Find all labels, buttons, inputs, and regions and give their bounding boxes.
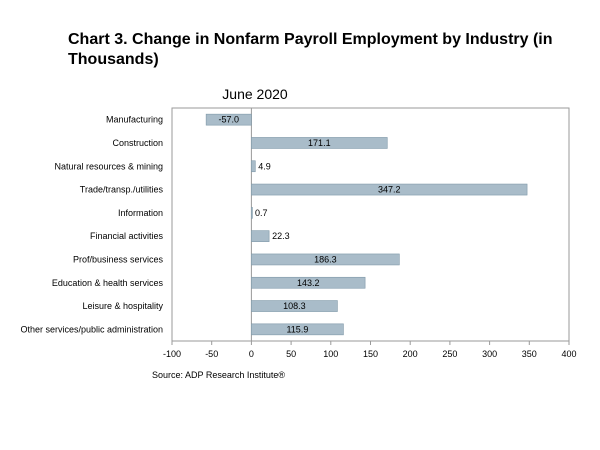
x-tick-label: 150 bbox=[363, 349, 378, 359]
x-axis: -100 -50 0 50 100 150 200 250 300 350 400 bbox=[163, 341, 577, 359]
x-tick-label: 300 bbox=[482, 349, 497, 359]
bar-value-label: 108.3 bbox=[283, 301, 306, 311]
bar-value-label: 186.3 bbox=[314, 254, 337, 264]
category-label: Manufacturing bbox=[106, 115, 163, 125]
bar-value-label: 171.1 bbox=[308, 138, 331, 148]
category-label: Leisure & hospitality bbox=[82, 301, 163, 311]
chart-title: Chart 3. Change in Nonfarm Payroll Emplo… bbox=[68, 31, 553, 68]
bar bbox=[251, 137, 388, 149]
x-tick-label: 350 bbox=[522, 349, 537, 359]
category-label: Natural resources & mining bbox=[54, 161, 163, 171]
bar bbox=[251, 207, 253, 219]
x-tick-label: 50 bbox=[286, 349, 296, 359]
bar bbox=[251, 183, 528, 196]
bar-value-label: -57.0 bbox=[219, 115, 240, 125]
bars-group: -57.0 171.1 4.9 347.2 0.7 22.3 186.3 143.2 108.3… bbox=[205, 108, 528, 341]
bar bbox=[251, 230, 270, 242]
bar bbox=[205, 113, 252, 126]
x-tick-label: -100 bbox=[163, 349, 181, 359]
bar bbox=[251, 276, 366, 289]
bar bbox=[251, 253, 400, 266]
bar bbox=[251, 300, 338, 312]
x-tick-label: 200 bbox=[403, 349, 418, 359]
source-note: Source: ADP Research Institute® bbox=[152, 370, 286, 380]
x-tick-label: 250 bbox=[442, 349, 457, 359]
bar-value-label: 0.7 bbox=[255, 208, 268, 218]
bar-value-label: 22.3 bbox=[272, 231, 290, 241]
x-tick-label: 0 bbox=[249, 349, 254, 359]
category-label: Education & health services bbox=[52, 278, 164, 288]
bar-value-label: 347.2 bbox=[378, 185, 401, 195]
x-tick-label: 400 bbox=[561, 349, 576, 359]
bar-value-label: 143.2 bbox=[297, 278, 320, 288]
bar-value-label: 4.9 bbox=[258, 161, 271, 171]
category-labels-group: Manufacturing Construction Natural resourc… bbox=[20, 115, 163, 335]
category-label: Financial activities bbox=[90, 231, 164, 241]
x-tick-label: -50 bbox=[205, 349, 218, 359]
category-label: Other services/public administration bbox=[20, 324, 163, 334]
bar-value-label: 115.9 bbox=[286, 324, 308, 334]
category-label: Trade/transp./utilities bbox=[80, 185, 164, 195]
category-label: Information bbox=[118, 208, 163, 218]
x-tick-label: 100 bbox=[323, 349, 338, 359]
bar bbox=[251, 323, 344, 336]
chart-subtitle: June 2020 bbox=[222, 86, 288, 102]
category-label: Construction bbox=[112, 138, 163, 148]
bar bbox=[251, 160, 256, 173]
category-label: Prof/business services bbox=[73, 254, 164, 264]
